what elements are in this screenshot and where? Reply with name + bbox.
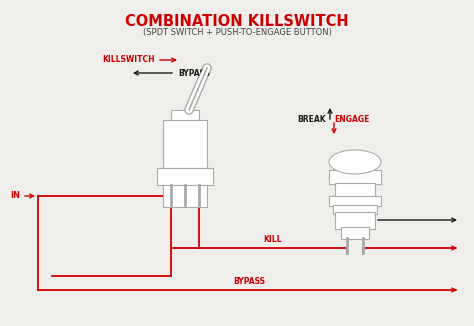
Text: KILLSWITCH: KILLSWITCH (102, 55, 155, 65)
Text: KILL: KILL (264, 235, 282, 244)
Bar (335, 183, 375, 197)
Bar (163, 120, 207, 168)
Bar (329, 196, 381, 206)
Text: BYPASS: BYPASS (233, 277, 265, 286)
Bar (335, 212, 375, 229)
Ellipse shape (329, 150, 381, 174)
Bar (341, 227, 369, 239)
Text: BYPASS: BYPASS (178, 68, 210, 78)
Bar (329, 170, 381, 184)
Text: BREAK: BREAK (297, 115, 326, 125)
Bar (157, 168, 213, 185)
Bar (333, 205, 377, 214)
Text: IN: IN (10, 191, 20, 200)
Bar (171, 110, 199, 122)
Text: ENGAGE: ENGAGE (334, 115, 369, 125)
Bar (163, 185, 207, 207)
Text: COMBINATION KILLSWITCH: COMBINATION KILLSWITCH (125, 14, 349, 29)
Text: (SPDT SWITCH + PUSH-TO-ENGAGE BUTTON): (SPDT SWITCH + PUSH-TO-ENGAGE BUTTON) (143, 28, 331, 37)
